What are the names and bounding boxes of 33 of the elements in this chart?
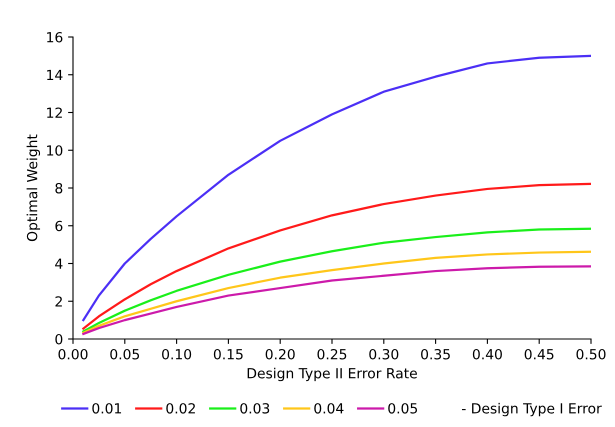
x-tick-label: 0.05: [110, 348, 140, 360]
legend-label: 0.01: [92, 403, 122, 414]
x-tick-label: 0.30: [369, 348, 398, 360]
x-tick-label: 0.50: [576, 348, 606, 360]
line-series: [82, 250, 591, 334]
y-tick-label: 2: [55, 296, 62, 307]
x-tick-label: 0.35: [421, 348, 450, 360]
line-series: [82, 265, 591, 336]
legend-label: 0.05: [388, 403, 418, 414]
y-tick-label: 8: [55, 182, 62, 194]
line-series: [82, 54, 591, 322]
x-axis-title: Design Type II Error Rate: [248, 368, 417, 382]
x-tick-label: 0.15: [214, 348, 243, 360]
x-tick-label: 0.00: [58, 348, 88, 360]
x-tick-label: 0.40: [472, 348, 502, 360]
legend-title: - Design Type I Error: [462, 402, 602, 416]
y-tick-label: 12: [47, 107, 62, 118]
x-tick-label: 0.20: [266, 348, 295, 360]
legend-label: 0.04: [314, 403, 344, 414]
y-tick-label: 4: [55, 258, 62, 269]
line-series: [82, 182, 591, 330]
x-tick-label: 0.25: [317, 348, 346, 360]
y-tick-label: 10: [47, 145, 62, 156]
x-tick-label: 0.10: [162, 348, 192, 360]
legend-label: 0.03: [240, 403, 270, 414]
y-tick-label: 14: [47, 70, 62, 80]
legend-label: 0.02: [166, 403, 195, 414]
x-tick-label: 0.45: [524, 348, 554, 360]
y-tick-label: 0: [55, 334, 62, 344]
line-series: [82, 228, 591, 333]
y-tick-label: 6: [55, 220, 62, 232]
y-axis-title: Optimal Weight: [26, 134, 40, 242]
y-tick-label: 16: [47, 32, 62, 42]
